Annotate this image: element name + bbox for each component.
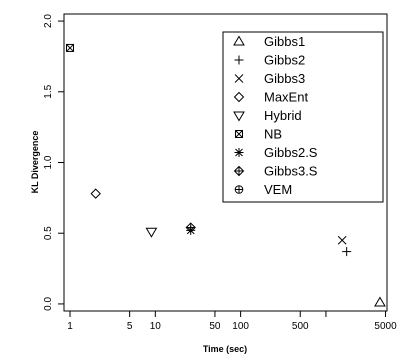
legend-box (222, 31, 384, 203)
data-point-nb (66, 43, 75, 52)
y-tick-label: 0.5 (43, 226, 54, 240)
y-tick-label: 1.5 (43, 84, 54, 98)
y-tick-label: 2.0 (43, 14, 54, 28)
legend-item-maxent: MaxEnt (233, 90, 308, 105)
x-tick-label: 1 (67, 321, 73, 332)
legend-label: Gibbs3 (264, 71, 305, 86)
y-tick-label: 1.0 (43, 155, 54, 169)
data-point-gibbs2 (342, 247, 352, 257)
x-tick-label: 5000 (374, 321, 397, 332)
legend: Gibbs1 Gibbs2 Gibbs3 MaxEnt Hybrid NB Gibbs2.S… (222, 31, 384, 203)
legend-item-vem: VEM (234, 182, 292, 197)
legend-item-hybrid: Hybrid (233, 108, 302, 123)
x-axis: 1 5 10 50 100 500 5000 (67, 311, 397, 332)
legend-item-gibbs1: Gibbs1 (233, 34, 305, 49)
data-point-gibbs3 (337, 235, 347, 245)
x-tick-label: 50 (209, 321, 221, 332)
legend-label: NB (264, 127, 282, 142)
legend-label: Gibbs1 (264, 34, 305, 49)
legend-item-nb: NB (235, 127, 282, 142)
legend-label: Gibbs3.S (264, 164, 318, 179)
x-tick-label: 100 (232, 321, 249, 332)
legend-item-gibbs3-s: Gibbs3.S (233, 164, 318, 179)
y-tick-label: 0.0 (43, 297, 54, 311)
x-axis-title: Time (sec) (203, 344, 247, 354)
legend-label: Hybrid (264, 108, 302, 123)
legend-item-gibbs3: Gibbs3 (234, 71, 305, 86)
x-tick-label: 5 (127, 321, 133, 332)
data-points (66, 43, 386, 307)
legend-item-gibbs2-s: Gibbs2.S (234, 145, 318, 160)
legend-label: Gibbs2 (264, 53, 305, 68)
data-point-hybrid (145, 227, 158, 238)
x-tick-label: 10 (150, 321, 162, 332)
legend-label: Gibbs2.S (264, 145, 318, 160)
y-axis-title: KL Divergence (30, 131, 40, 194)
legend-item-gibbs2: Gibbs2 (234, 53, 305, 68)
y-axis: 0.0 0.5 1.0 1.5 2.0 (43, 14, 64, 311)
data-point-gibbs3-s (185, 222, 196, 233)
legend-label: VEM (264, 182, 292, 197)
data-point-maxent (90, 188, 101, 199)
legend-label: MaxEnt (264, 90, 308, 105)
x-tick-label: 500 (292, 321, 309, 332)
data-point-gibbs1 (374, 296, 386, 307)
